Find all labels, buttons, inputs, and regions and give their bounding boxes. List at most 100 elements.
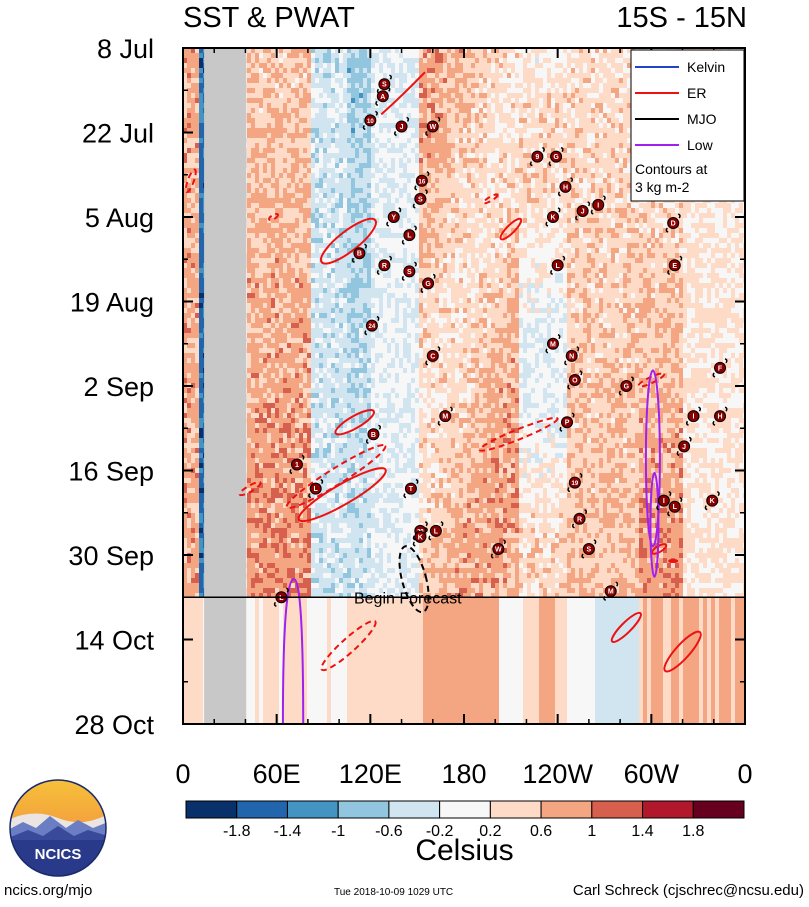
storm-marker: K <box>704 490 720 511</box>
storm-id-label: G <box>624 384 630 391</box>
storm-id-label: M <box>608 589 614 596</box>
storm-marker: L <box>667 497 683 517</box>
colorbar-bin <box>591 800 644 819</box>
er-contour <box>285 444 387 510</box>
storm-id-label: K <box>418 534 423 541</box>
colorbar-bin <box>388 800 441 819</box>
x-tick-label: 180 <box>441 759 486 789</box>
legend-label: Kelvin <box>687 59 725 75</box>
storm-marker: N <box>564 346 580 366</box>
storm-id-label: S <box>382 82 387 89</box>
er-contour <box>668 559 679 564</box>
storm-id-label: J <box>581 208 585 215</box>
storm-marker: W <box>425 116 441 137</box>
er-contour <box>334 409 376 436</box>
storm-id-label: C <box>430 353 435 360</box>
storm-id-label: 24 <box>369 324 376 330</box>
colorbar-tick-label: 1.8 <box>682 823 704 840</box>
storm-id-label: T <box>409 486 414 493</box>
storm-id-label: I <box>663 498 665 505</box>
storm-marker: O <box>567 370 583 390</box>
storm-id-label: M <box>442 414 448 421</box>
colorbar-tick-label: -1.8 <box>223 823 251 840</box>
storm-id-label: S <box>587 546 592 553</box>
colorbar-tick-label: 0.2 <box>479 823 501 840</box>
storm-id-label: N <box>569 353 574 360</box>
storm-id-label: 1 <box>295 462 299 469</box>
storm-id-label: A <box>380 94 385 101</box>
storm-marker: P <box>559 412 575 432</box>
storm-marker: H <box>557 177 574 197</box>
low-contour <box>281 578 305 724</box>
storm-marker: F <box>712 358 728 378</box>
er-contour <box>319 217 377 265</box>
colorbar-bin <box>286 800 339 819</box>
colorbar-tick-label: -1 <box>331 823 345 840</box>
wave-contours <box>184 71 702 724</box>
footer-url[interactable]: ncics.org/mjo <box>4 882 93 899</box>
storm-id-label: L <box>673 504 678 511</box>
storm-id-label: H <box>563 184 568 191</box>
x-tick-label: 0 <box>175 759 190 789</box>
storm-marker: R <box>376 255 392 275</box>
legend-box <box>630 49 745 202</box>
colorbar-bin <box>185 800 238 819</box>
y-tick-label: 16 Sep <box>68 457 154 487</box>
storm-marker: K <box>412 527 428 547</box>
storm-id-label: S <box>418 196 423 203</box>
er-contour <box>663 630 702 673</box>
colorbar-tick-label: 0.6 <box>530 823 552 840</box>
storm-id-label: G <box>425 281 431 288</box>
storm-marker: I <box>685 406 702 426</box>
storm-marker: K <box>545 207 561 227</box>
storm-id-label: H <box>717 414 722 421</box>
storm-id-label: F <box>718 365 723 372</box>
storm-id-label: 10 <box>367 119 374 125</box>
storm-id-label: B <box>371 432 376 439</box>
x-tick-label: 120E <box>339 759 402 789</box>
storm-id-label: 16 <box>419 179 426 185</box>
storm-marker: J <box>394 116 410 137</box>
storm-id-label: 19 <box>571 481 578 487</box>
storm-marker: E <box>667 255 683 275</box>
colorbar: -1.8 -1.4 -1 -0.6 -0.2 0.2 0.6 1 1.4 1.8 <box>185 800 745 840</box>
storm-marker: S <box>412 189 428 209</box>
low-contour <box>649 471 660 578</box>
y-tick-label: 2 Sep <box>83 372 154 402</box>
storm-id-label: M <box>550 341 556 348</box>
storm-marker: Y <box>386 207 402 227</box>
storm-id-label: J <box>400 124 404 131</box>
storm-marker: S <box>581 539 597 559</box>
plot-axes: 0 60E 120E 180 120W 60W 0 8 Jul 22 Jul 5 Aug 19 Au… <box>68 34 752 789</box>
er-contour <box>499 217 523 241</box>
storm-id-label: L <box>279 595 284 602</box>
colorbar-bin <box>692 800 745 819</box>
colorbar-tick-label: -0.6 <box>375 823 403 840</box>
storm-marker: 19 <box>567 472 583 493</box>
storm-id-label: S <box>407 269 412 276</box>
storm-id-label: J <box>682 444 686 451</box>
storm-marker: L <box>308 478 324 499</box>
storm-id-label: L <box>556 263 561 270</box>
er-contour <box>184 168 197 194</box>
footer-author: Carl Schreck (cjschrec@ncsu.edu) <box>572 882 804 899</box>
forecast-marker: Begin Forecast <box>183 590 745 607</box>
storm-marker: B <box>365 424 381 444</box>
storm-id-label: D <box>671 221 676 228</box>
storm-marker: H <box>712 406 728 426</box>
y-tick-label: 8 Jul <box>97 34 154 64</box>
legend-label: Low <box>687 137 714 153</box>
chart-title: SST & PWAT <box>183 2 355 34</box>
er-contour <box>478 416 559 452</box>
er-contour <box>610 611 642 644</box>
storm-id-label: G <box>553 154 559 161</box>
colorbar-bin <box>439 800 491 819</box>
colorbar-bin <box>642 800 694 819</box>
storm-id-label: 9 <box>535 154 539 161</box>
er-contour <box>482 193 499 205</box>
colorbar-tick-label: 1.4 <box>631 823 653 840</box>
storm-marker: B <box>351 243 367 263</box>
colorbar-tick-label: -1.4 <box>274 823 302 840</box>
storm-marker: 10 <box>362 110 378 131</box>
